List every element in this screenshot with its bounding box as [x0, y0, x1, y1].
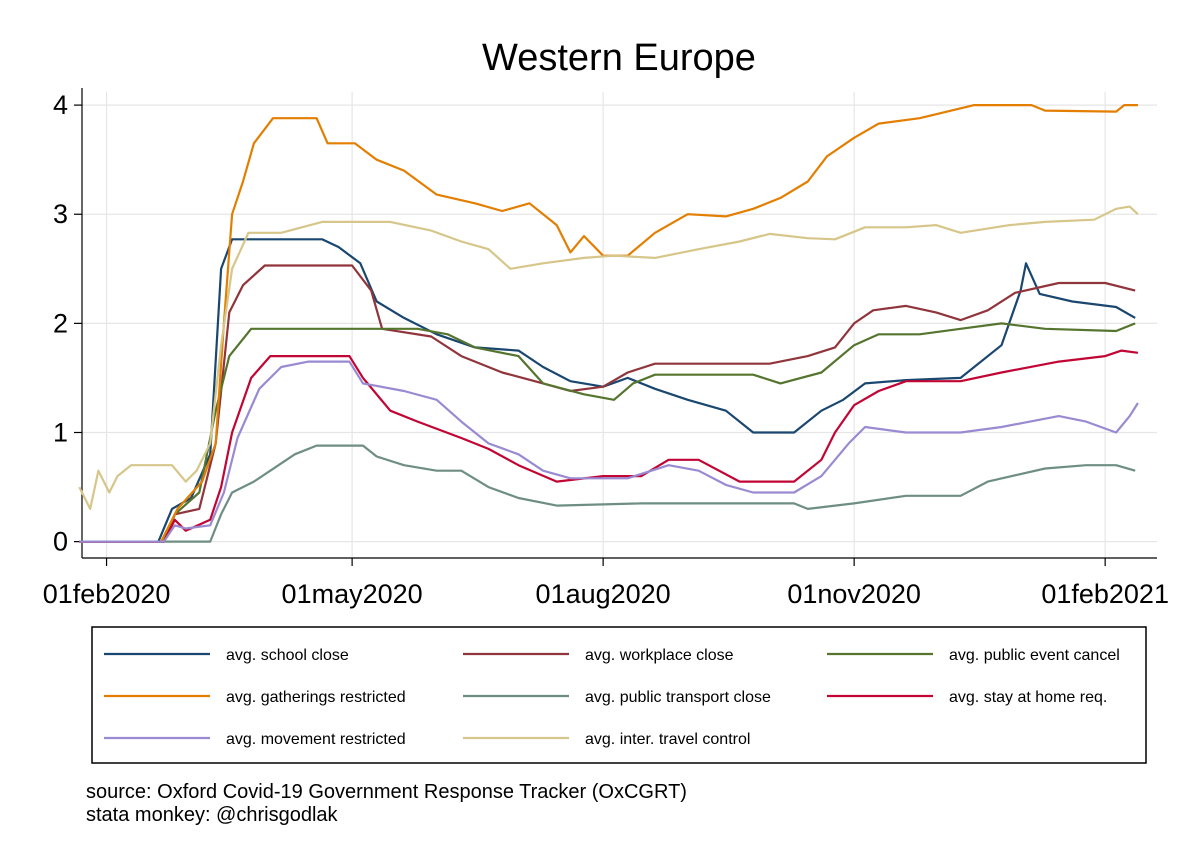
series-line: [79, 360, 1139, 543]
y-tick-label: 2: [53, 308, 68, 338]
legend-label: avg. school close: [226, 647, 349, 664]
x-tick-label: 01feb2020: [43, 579, 171, 609]
y-tick-label: 1: [53, 417, 68, 447]
series-lines: [78, 103, 1139, 543]
legend: avg. school close avg. workplace close avg…: [91, 626, 1147, 764]
legend-label: avg. stay at home req.: [949, 689, 1107, 706]
x-tick-label: 01aug2020: [536, 579, 671, 609]
series-line: [79, 349, 1139, 543]
x-tick-label: 01nov2020: [787, 579, 921, 609]
legend-label: avg. public transport close: [585, 689, 771, 706]
series-line: [79, 103, 1138, 543]
credit-note: stata monkey: @chrisgodlak: [86, 804, 338, 826]
y-tick-label: 4: [53, 90, 68, 120]
series-line: [79, 444, 1136, 543]
legend-label: avg. gatherings restricted: [226, 689, 406, 706]
series-line: [78, 205, 1139, 510]
series-line: [79, 238, 1136, 543]
chart-title: Western Europe: [482, 37, 756, 79]
y-tick-label: 3: [53, 199, 68, 229]
legend-label: avg. movement restricted: [226, 731, 406, 748]
legend-label: avg. public event cancel: [949, 647, 1120, 664]
legend-box: [91, 626, 1147, 764]
source-note: source: Oxford Covid-19 Government Respo…: [86, 781, 687, 803]
x-tick-label: 01feb2021: [1041, 579, 1169, 609]
x-tick-label: 01may2020: [282, 579, 423, 609]
y-tick-label: 0: [53, 527, 68, 557]
legend-label: avg. inter. travel control: [585, 731, 750, 748]
axes: 0 1 2 3 4 01feb2020 01may2020 01aug2020 01nov202…: [43, 88, 1169, 609]
legend-label: avg. workplace close: [585, 647, 734, 664]
series-line: [79, 264, 1136, 543]
grid: [82, 92, 1157, 558]
